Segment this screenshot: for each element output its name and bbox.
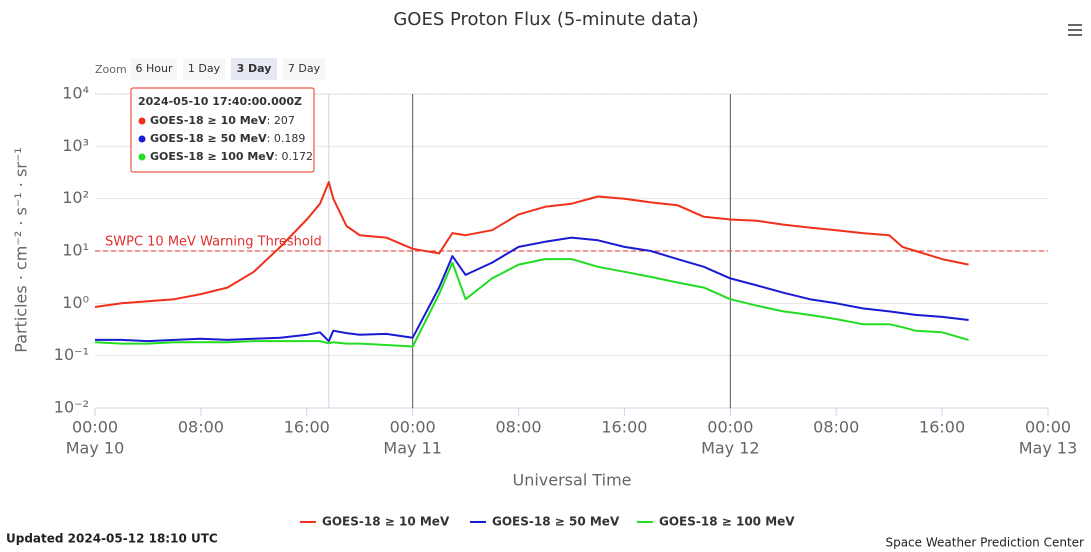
- x-tick-date: May 10: [66, 439, 125, 458]
- tooltip-value: 0.172: [281, 150, 313, 163]
- tooltip-sep: :: [267, 132, 274, 145]
- x-tick-date: May 12: [701, 439, 760, 458]
- threshold-label: SWPC 10 MeV Warning Threshold: [105, 235, 322, 250]
- y-tick-label: 10⁻²: [54, 398, 89, 417]
- series-line: [94, 258, 969, 348]
- tooltip-item: GOES-18 ≥ 10 MeV: 207: [150, 114, 295, 127]
- zoom-button[interactable]: [131, 58, 177, 80]
- tooltip-dot: [138, 135, 146, 143]
- zoom-button[interactable]: [183, 58, 225, 80]
- series-line: [95, 236, 969, 343]
- y-tick-label: 10²: [62, 188, 89, 207]
- chart-title: GOES Proton Flux (5-minute data): [393, 9, 698, 30]
- x-tick-label: 08:00: [178, 418, 224, 437]
- series-line: [94, 181, 969, 308]
- x-tick-label: 08:00: [813, 418, 859, 437]
- updated-note: Updated 2024-05-12 18:10 UTC: [6, 532, 218, 546]
- tooltip-dot: [138, 117, 146, 125]
- tooltip-sep: :: [274, 150, 281, 163]
- y-tick-label: 10⁴: [62, 84, 89, 103]
- zoom-button-label[interactable]: 7 Day: [288, 62, 321, 75]
- tooltip-box: [130, 87, 315, 173]
- zoom-button-label[interactable]: 3 Day: [237, 62, 272, 75]
- y-tick-label: 10¹: [62, 241, 89, 260]
- tooltip: 2024-05-10 17:40:00.000Z GOES-18 ≥ 10 MeV…: [130, 87, 315, 173]
- x-tick-label: 00:00: [72, 418, 118, 437]
- y-tick-label: 10⁰: [62, 293, 89, 312]
- tooltip-name: GOES-18 ≥ 10 MeV: [150, 114, 267, 127]
- tooltip-item: GOES-18 ≥ 100 MeV: 0.172: [150, 150, 313, 163]
- legend-label[interactable]: GOES-18 ≥ 10 MeV: [322, 515, 450, 529]
- tooltip-item: GOES-18 ≥ 50 MeV: 0.189: [150, 132, 305, 145]
- zoom-label: Zoom: [95, 63, 127, 76]
- menu-icon[interactable]: [1068, 24, 1082, 36]
- tooltip-title: 2024-05-10 17:40:00.000Z: [138, 95, 302, 108]
- x-tick-label: 16:00: [284, 418, 330, 437]
- legend-label[interactable]: GOES-18 ≥ 100 MeV: [659, 515, 795, 529]
- tooltip-dot: [138, 153, 146, 161]
- x-axis-title: Universal Time: [512, 471, 631, 490]
- zoom-button[interactable]: [283, 58, 325, 80]
- zoom-button[interactable]: [231, 58, 277, 80]
- zoom-button-label[interactable]: 1 Day: [188, 62, 221, 75]
- y-tick-label: 10³: [62, 136, 89, 155]
- x-tick-label: 00:00: [390, 418, 436, 437]
- legend-label[interactable]: GOES-18 ≥ 50 MeV: [492, 515, 620, 529]
- x-tick-label: 16:00: [601, 418, 647, 437]
- tooltip-sep: :: [267, 114, 274, 127]
- tooltip-name: GOES-18 ≥ 50 MeV: [150, 132, 267, 145]
- tooltip-name: GOES-18 ≥ 100 MeV: [150, 150, 275, 163]
- x-tick-date: May 13: [1019, 439, 1078, 458]
- x-tick-label: 08:00: [496, 418, 542, 437]
- x-tick-label: 00:00: [1025, 418, 1071, 437]
- tooltip-value: 0.189: [274, 132, 306, 145]
- y-tick-label: 10⁻¹: [54, 345, 89, 364]
- y-axis-title: Particles · cm⁻² · s⁻¹ · sr⁻¹: [12, 147, 31, 352]
- tooltip-value: 207: [274, 114, 295, 127]
- x-tick-label: 16:00: [919, 418, 965, 437]
- credit: Space Weather Prediction Center: [885, 536, 1084, 550]
- x-tick-date: May 11: [383, 439, 442, 458]
- zoom-button-label[interactable]: 6 Hour: [136, 62, 173, 75]
- x-tick-label: 00:00: [707, 418, 753, 437]
